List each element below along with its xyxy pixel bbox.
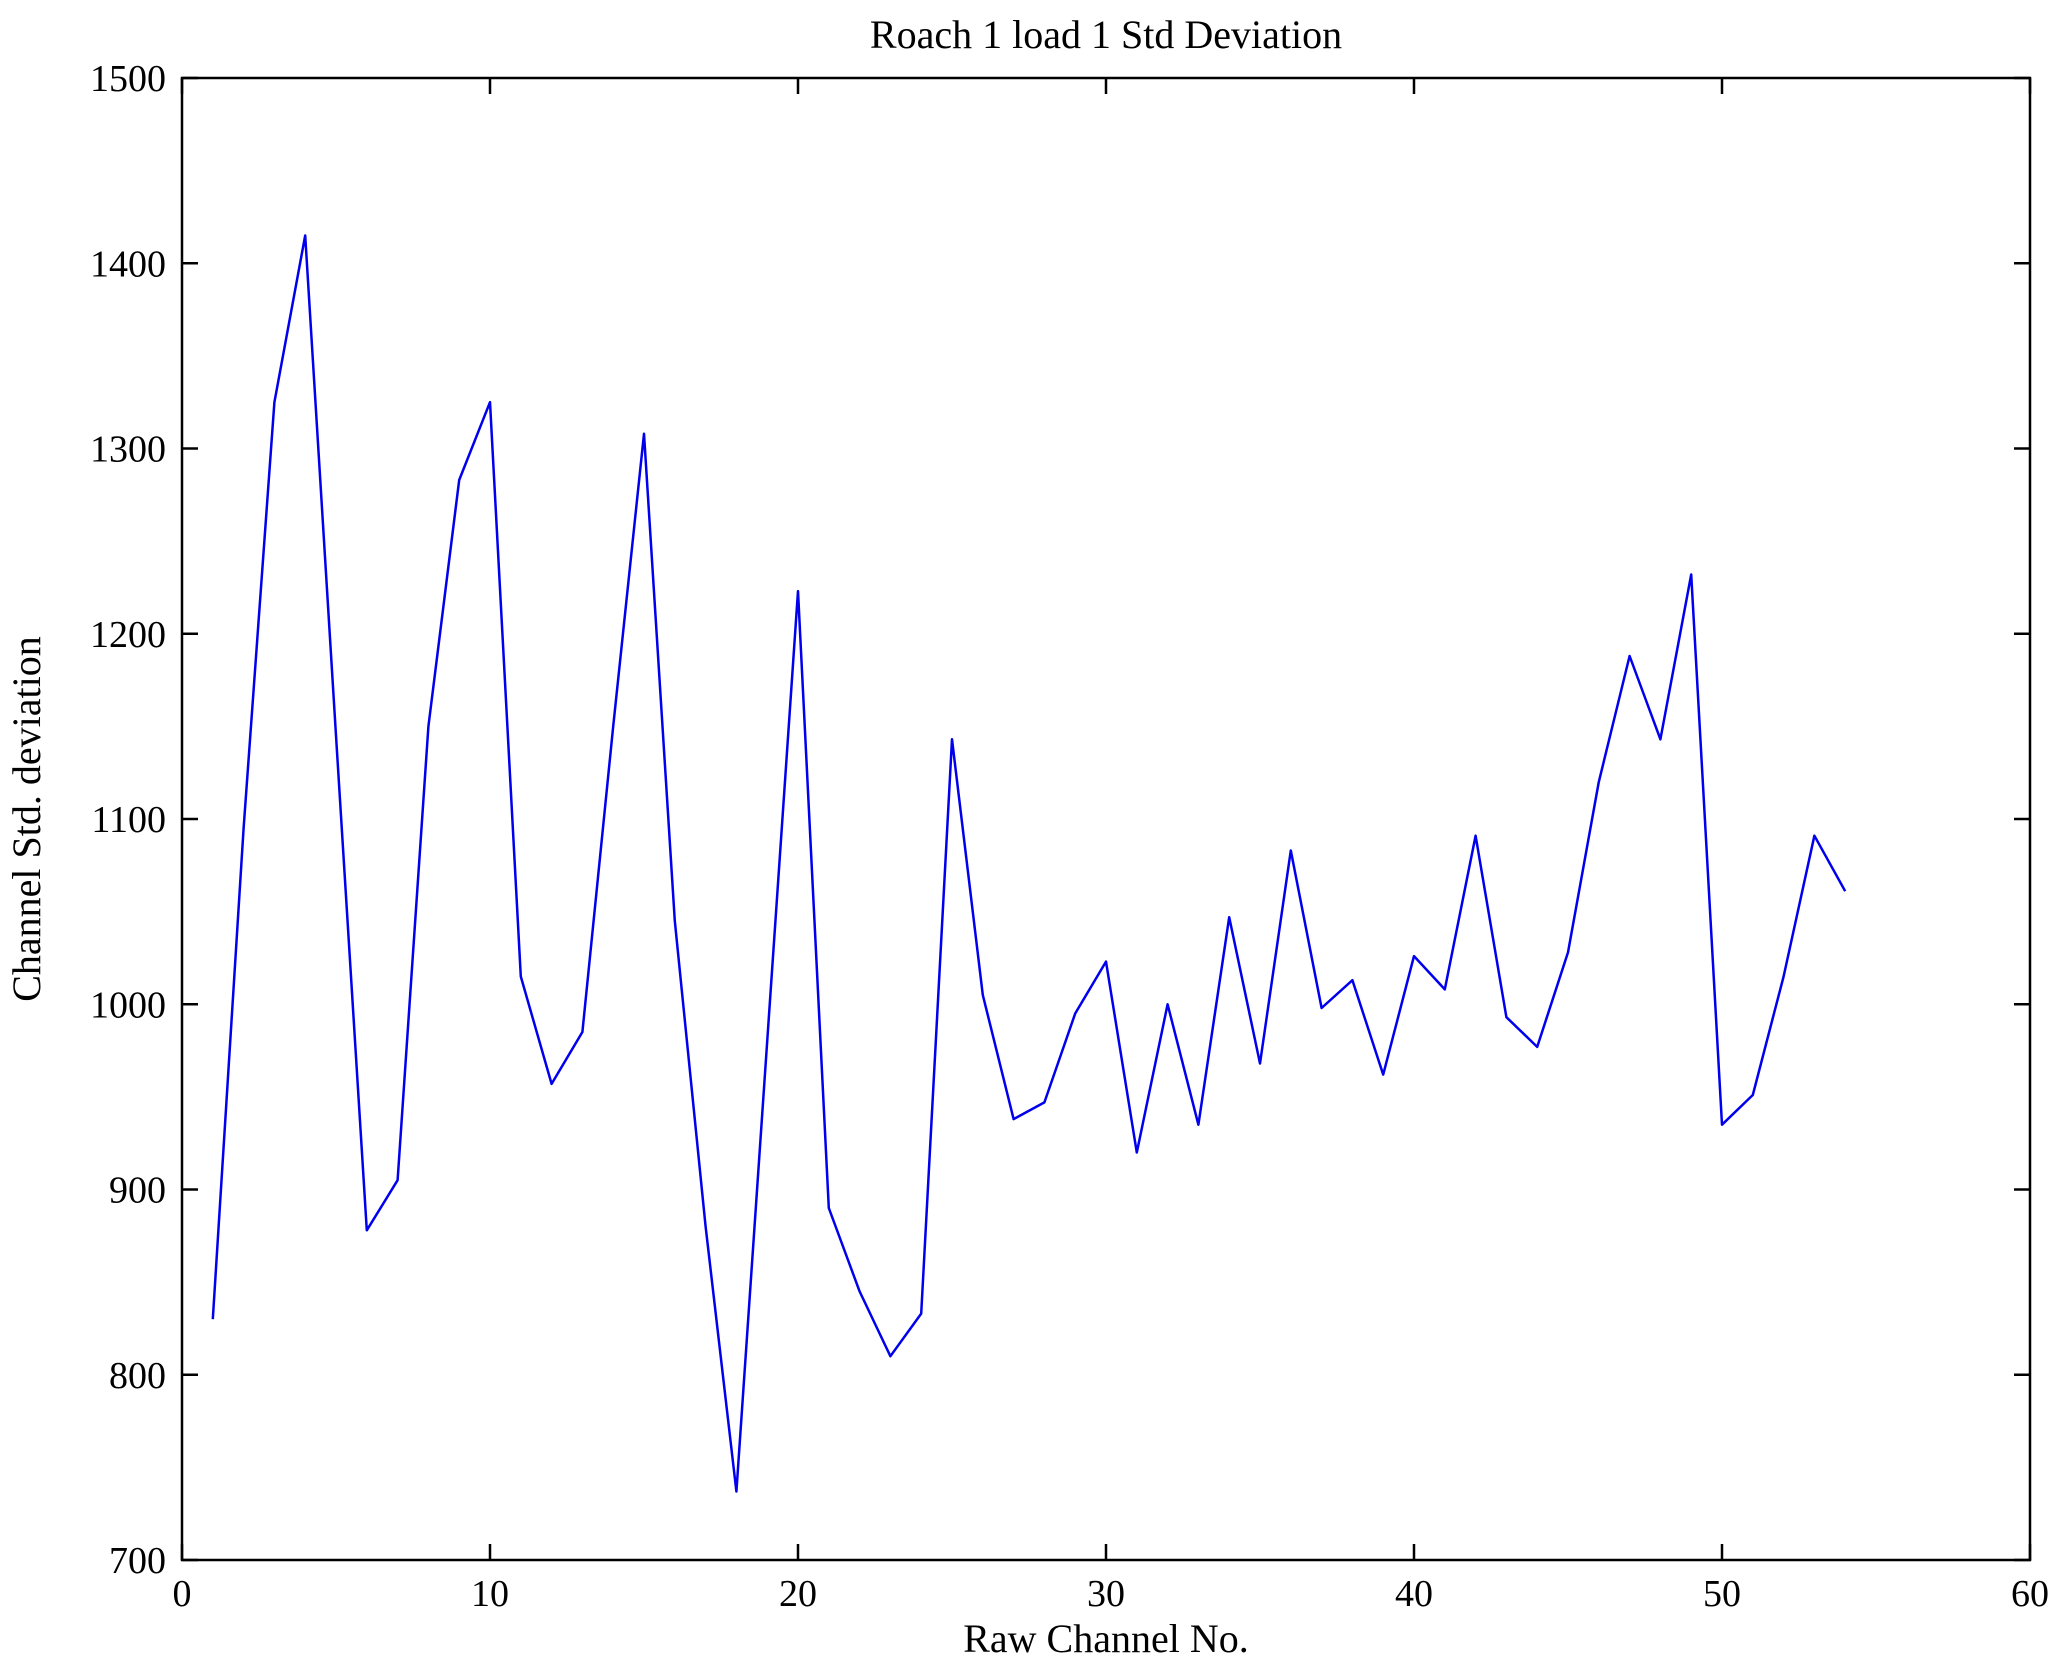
x-tick-label: 40 <box>1395 1573 1433 1615</box>
data-series-line <box>211 234 1847 1493</box>
y-tick-label: 1000 <box>90 984 166 1026</box>
y-tick-label: 1500 <box>90 58 166 100</box>
x-tick-label: 30 <box>1087 1573 1125 1615</box>
y-tick-label: 800 <box>109 1355 166 1397</box>
y-tick-label: 900 <box>109 1170 166 1212</box>
x-tick-label: 0 <box>173 1573 192 1615</box>
y-tick-label: 1300 <box>90 429 166 471</box>
x-tick-label: 20 <box>779 1573 817 1615</box>
x-tick-label: 10 <box>471 1573 509 1615</box>
x-axis-label: Raw Channel No. <box>963 1616 1249 1661</box>
y-tick-label: 700 <box>109 1540 166 1582</box>
y-axis-label: Channel Std. deviation <box>4 636 49 1002</box>
y-tick-label: 1100 <box>91 799 166 841</box>
chart-title: Roach 1 load 1 Std Deviation <box>870 12 1342 57</box>
axis-tick-labels: 0 10 20 30 40 50 60 700 800 900 1000 1100 1200 1300 14… <box>90 58 2049 1615</box>
y-tick-label: 1200 <box>90 614 166 656</box>
axis-ticks <box>180 76 2032 1562</box>
y-tick-label: 1400 <box>90 243 166 285</box>
plot-box <box>180 76 2032 1562</box>
x-tick-label: 60 <box>2011 1573 2049 1615</box>
x-tick-label: 50 <box>1703 1573 1741 1615</box>
